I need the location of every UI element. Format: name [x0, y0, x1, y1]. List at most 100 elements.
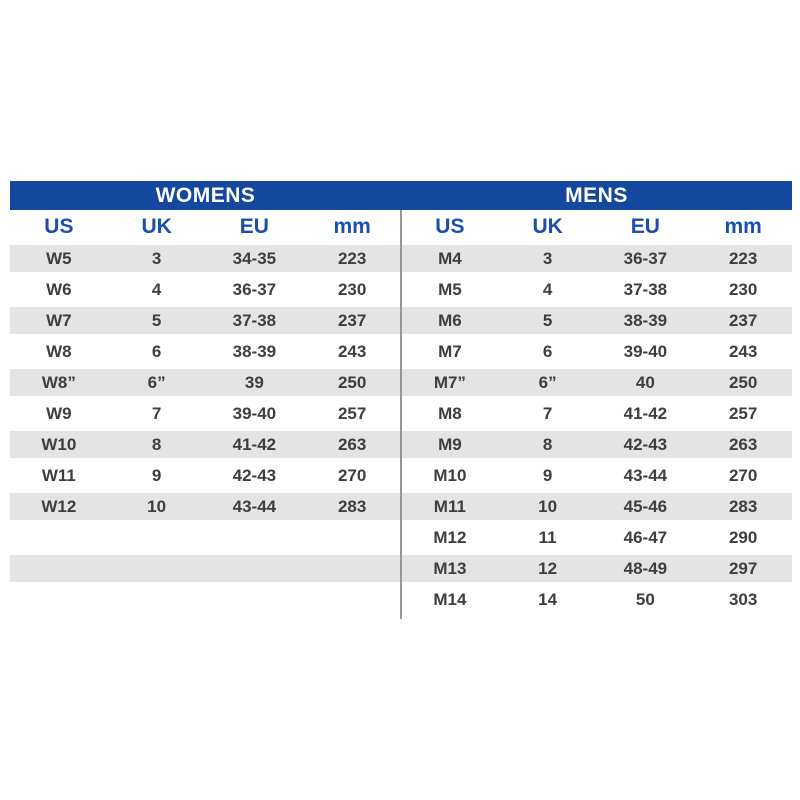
womens-us-column-header: US — [44, 214, 74, 238]
size-table-body: US UK EU mm W5 3 34-35 223 W6 4 — [10, 210, 792, 619]
uk-size-cell: 10 — [147, 496, 167, 516]
womens-mm-column-header: mm — [333, 214, 371, 238]
eu-size-cell: 43-44 — [232, 496, 277, 516]
us-size-cell: W8” — [41, 372, 76, 392]
mm-length-cell: 237 — [728, 310, 758, 330]
table-row: M9 8 42-43 263 — [401, 429, 792, 460]
womens-section-title: WOMENS — [155, 184, 256, 207]
table-row: M8 7 41-42 257 — [401, 398, 792, 429]
us-size-cell: M13 — [433, 558, 467, 578]
us-size-cell: W12 — [41, 496, 77, 516]
eu-size-cell: 42-43 — [623, 434, 668, 454]
table-row: M6 5 38-39 237 — [401, 305, 792, 336]
uk-size-cell: 14 — [538, 589, 558, 609]
us-size-cell: W11 — [41, 465, 76, 485]
table-row: W5 3 34-35 223 — [10, 243, 401, 274]
table-row: W12 10 43-44 283 — [10, 491, 401, 522]
eu-size-cell: 37-38 — [623, 279, 668, 299]
eu-size-cell: 43-44 — [623, 465, 668, 485]
table-row: M7” 6” 40 250 — [401, 367, 792, 398]
uk-size-cell: 3 — [151, 248, 162, 268]
mens-mm-column-header: mm — [724, 214, 762, 238]
mm-length-cell: 303 — [728, 589, 758, 609]
mens-us-column-header: US — [435, 214, 465, 238]
eu-size-cell: 41-42 — [232, 434, 277, 454]
mm-length-cell: 223 — [728, 248, 758, 268]
us-size-cell: W9 — [46, 403, 72, 423]
section-title-bar: WOMENS MENS — [10, 181, 792, 210]
us-size-cell: M14 — [433, 589, 467, 609]
table-row: W8 6 38-39 243 — [10, 336, 401, 367]
mm-length-cell: 243 — [337, 341, 367, 361]
us-size-cell: W8 — [46, 341, 72, 361]
mens-table: US UK EU mm M4 3 36-37 223 M5 4 — [401, 210, 792, 615]
eu-size-cell: 39 — [244, 372, 264, 392]
eu-size-cell: 39-40 — [232, 403, 277, 423]
table-row: M12 11 46-47 290 — [401, 522, 792, 553]
uk-size-cell: 3 — [542, 248, 553, 268]
uk-size-cell: 6” — [147, 372, 166, 392]
mm-length-cell: 263 — [337, 434, 367, 454]
womens-rows: W5 3 34-35 223 W6 4 36-37 230 W7 — [10, 243, 401, 584]
mm-length-cell: 237 — [337, 310, 367, 330]
eu-size-cell: 40 — [635, 372, 655, 392]
eu-size-cell: 39-40 — [623, 341, 668, 361]
mm-length-cell: 263 — [728, 434, 758, 454]
us-size-cell: M6 — [438, 310, 462, 330]
mm-length-cell: 230 — [337, 279, 367, 299]
mm-length-cell: 223 — [337, 248, 367, 268]
uk-size-cell: 5 — [542, 310, 553, 330]
womens-column-headers: US UK EU mm — [10, 210, 401, 243]
eu-size-cell: 48-49 — [623, 558, 668, 578]
eu-size-cell: 38-39 — [623, 310, 668, 330]
eu-size-cell: 42-43 — [232, 465, 277, 485]
womens-uk-column-header: UK — [141, 214, 172, 238]
us-size-cell: W7 — [46, 310, 72, 330]
section-divider-line — [400, 210, 402, 619]
mm-length-cell: 270 — [728, 465, 758, 485]
eu-size-cell: 41-42 — [623, 403, 668, 423]
uk-size-cell: 6” — [538, 372, 557, 392]
mm-length-cell: 250 — [728, 372, 758, 392]
us-size-cell: W5 — [46, 248, 72, 268]
mm-length-cell: 290 — [728, 527, 758, 547]
us-size-cell: M8 — [438, 403, 462, 423]
us-size-cell: M9 — [438, 434, 462, 454]
table-row — [10, 522, 401, 553]
table-row: W7 5 37-38 237 — [10, 305, 401, 336]
table-row: W9 7 39-40 257 — [10, 398, 401, 429]
us-size-cell: M11 — [433, 496, 466, 516]
eu-size-cell: 46-47 — [623, 527, 668, 547]
eu-size-cell: 50 — [635, 589, 655, 609]
mm-length-cell: 250 — [337, 372, 367, 392]
uk-size-cell: 6 — [542, 341, 553, 361]
table-row: M5 4 37-38 230 — [401, 274, 792, 305]
uk-size-cell: 12 — [538, 558, 558, 578]
us-size-cell: M12 — [433, 527, 467, 547]
mm-length-cell: 257 — [728, 403, 758, 423]
uk-size-cell: 11 — [538, 527, 557, 547]
eu-size-cell: 45-46 — [623, 496, 668, 516]
table-row: W8” 6” 39 250 — [10, 367, 401, 398]
eu-size-cell: 34-35 — [232, 248, 277, 268]
us-size-cell: M10 — [433, 465, 467, 485]
uk-size-cell: 6 — [151, 341, 162, 361]
uk-size-cell: 7 — [151, 403, 162, 423]
eu-size-cell: 38-39 — [232, 341, 277, 361]
table-row: M7 6 39-40 243 — [401, 336, 792, 367]
eu-size-cell: 36-37 — [623, 248, 668, 268]
womens-table: US UK EU mm W5 3 34-35 223 W6 4 — [10, 210, 401, 584]
us-size-cell: W10 — [41, 434, 77, 454]
us-size-cell: M7 — [438, 341, 462, 361]
us-size-cell: W6 — [46, 279, 72, 299]
us-size-cell: M7” — [433, 372, 466, 392]
table-row: W11 9 42-43 270 — [10, 460, 401, 491]
us-size-cell: M5 — [438, 279, 462, 299]
eu-size-cell: 36-37 — [232, 279, 277, 299]
uk-size-cell: 4 — [151, 279, 162, 299]
mm-length-cell: 270 — [337, 465, 367, 485]
uk-size-cell: 7 — [542, 403, 553, 423]
table-row: M4 3 36-37 223 — [401, 243, 792, 274]
mens-eu-column-header: EU — [630, 214, 660, 238]
table-row: M13 12 48-49 297 — [401, 553, 792, 584]
